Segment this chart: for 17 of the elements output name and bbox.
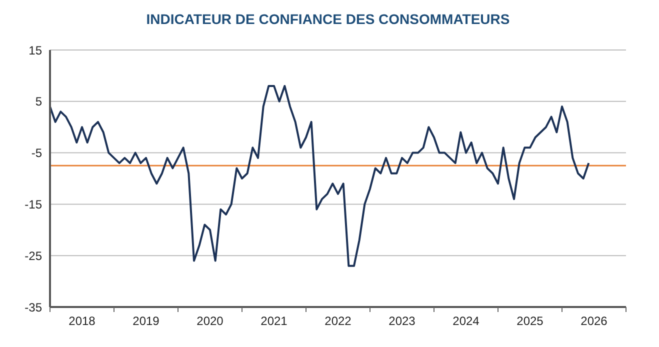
line-series bbox=[50, 84, 590, 267]
x-tick-label: 2024 bbox=[452, 314, 480, 328]
x-tick-label: 2026 bbox=[580, 314, 608, 328]
x-tick-label: 2021 bbox=[260, 314, 288, 328]
x-tick-label: 2018 bbox=[68, 314, 96, 328]
y-tick-label: 15 bbox=[28, 43, 42, 58]
x-tick-label: 2020 bbox=[196, 314, 224, 328]
x-tick-label: 2022 bbox=[324, 314, 352, 328]
x-tick-label: 2025 bbox=[516, 314, 544, 328]
y-tick-label: -25 bbox=[24, 248, 42, 263]
y-tick-label: 5 bbox=[35, 94, 42, 109]
chart-title: INDICATEUR DE CONFIANCE DES CONSOMMATEURS bbox=[145, 10, 511, 29]
y-tick-label: -15 bbox=[24, 197, 42, 212]
x-tick-label: 2023 bbox=[388, 314, 416, 328]
y-tick-label: -35 bbox=[24, 300, 42, 314]
x-tick-label: 2019 bbox=[132, 314, 160, 328]
y-tick-label: -5 bbox=[31, 146, 42, 160]
